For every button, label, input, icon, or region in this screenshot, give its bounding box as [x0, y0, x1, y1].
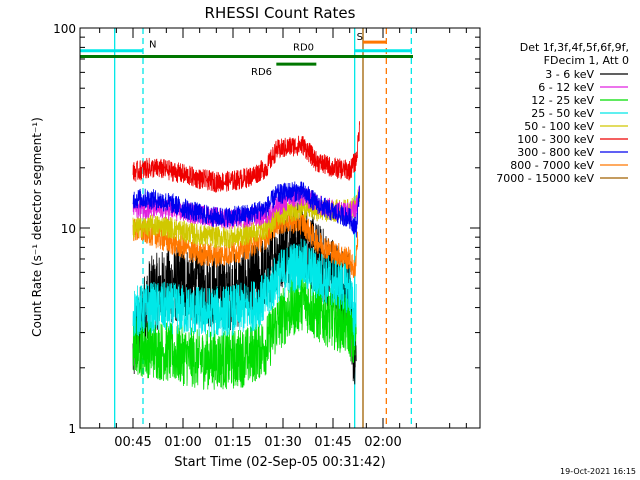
y-axis-label: Count Rate (s⁻¹ detector segment⁻¹) — [30, 117, 44, 337]
series-line — [132, 272, 357, 390]
series-line — [132, 238, 357, 347]
legend-entry-label: 12 - 25 keV — [531, 94, 594, 107]
y-axis-ticks: 1 10 100 — [53, 22, 480, 436]
legend-entry-label: 6 - 12 keV — [538, 81, 594, 94]
legend-entry-label: 50 - 100 keV — [524, 120, 594, 133]
annotation-label: RD6 — [251, 67, 272, 78]
y-tick-label: 100 — [53, 22, 76, 36]
legend-entry-label: 800 - 7000 keV — [510, 159, 594, 172]
y-tick-label: 1 — [68, 422, 76, 436]
timestamp: 19-Oct-2021 16:15 — [560, 467, 636, 476]
legend-header-line2: FDecim 1, Att 0 — [544, 54, 629, 67]
annotation-label: N — [149, 40, 156, 51]
series-line — [132, 181, 360, 238]
legend-entry-label: 300 - 800 keV — [517, 146, 594, 159]
x-tick-label: 01:45 — [314, 435, 351, 450]
x-tick-label: 00:45 — [114, 435, 151, 450]
x-tick-label: 02:00 — [364, 435, 401, 450]
annotation-label: RD0 — [293, 43, 314, 54]
chart-title: RHESSI Count Rates — [205, 4, 356, 22]
legend-entry-label: 100 - 300 keV — [517, 133, 594, 146]
annotation-label: S — [357, 32, 363, 43]
x-tick-label: 01:15 — [214, 435, 251, 450]
legend-entry-label: 25 - 50 keV — [531, 107, 594, 120]
annotation-bars: N S RD6 RD0 — [80, 32, 413, 78]
series-group — [132, 121, 360, 390]
legend-entry-label: 7000 - 15000 keV — [496, 172, 594, 185]
x-axis-ticks: 00:45 01:00 01:15 01:30 01:45 02:00 — [99, 28, 467, 450]
x-tick-label: 01:00 — [164, 435, 201, 450]
y-tick-label: 10 — [61, 222, 76, 236]
legend-header-line1: Det 1f,3f,4f,5f,6f,9f, — [520, 41, 629, 54]
x-tick-label: 01:30 — [264, 435, 301, 450]
x-axis-label: Start Time (02-Sep-05 00:31:42) — [174, 455, 385, 470]
series-line — [132, 121, 360, 193]
series-line — [132, 209, 359, 278]
legend-entry-label: 3 - 6 keV — [545, 68, 594, 81]
